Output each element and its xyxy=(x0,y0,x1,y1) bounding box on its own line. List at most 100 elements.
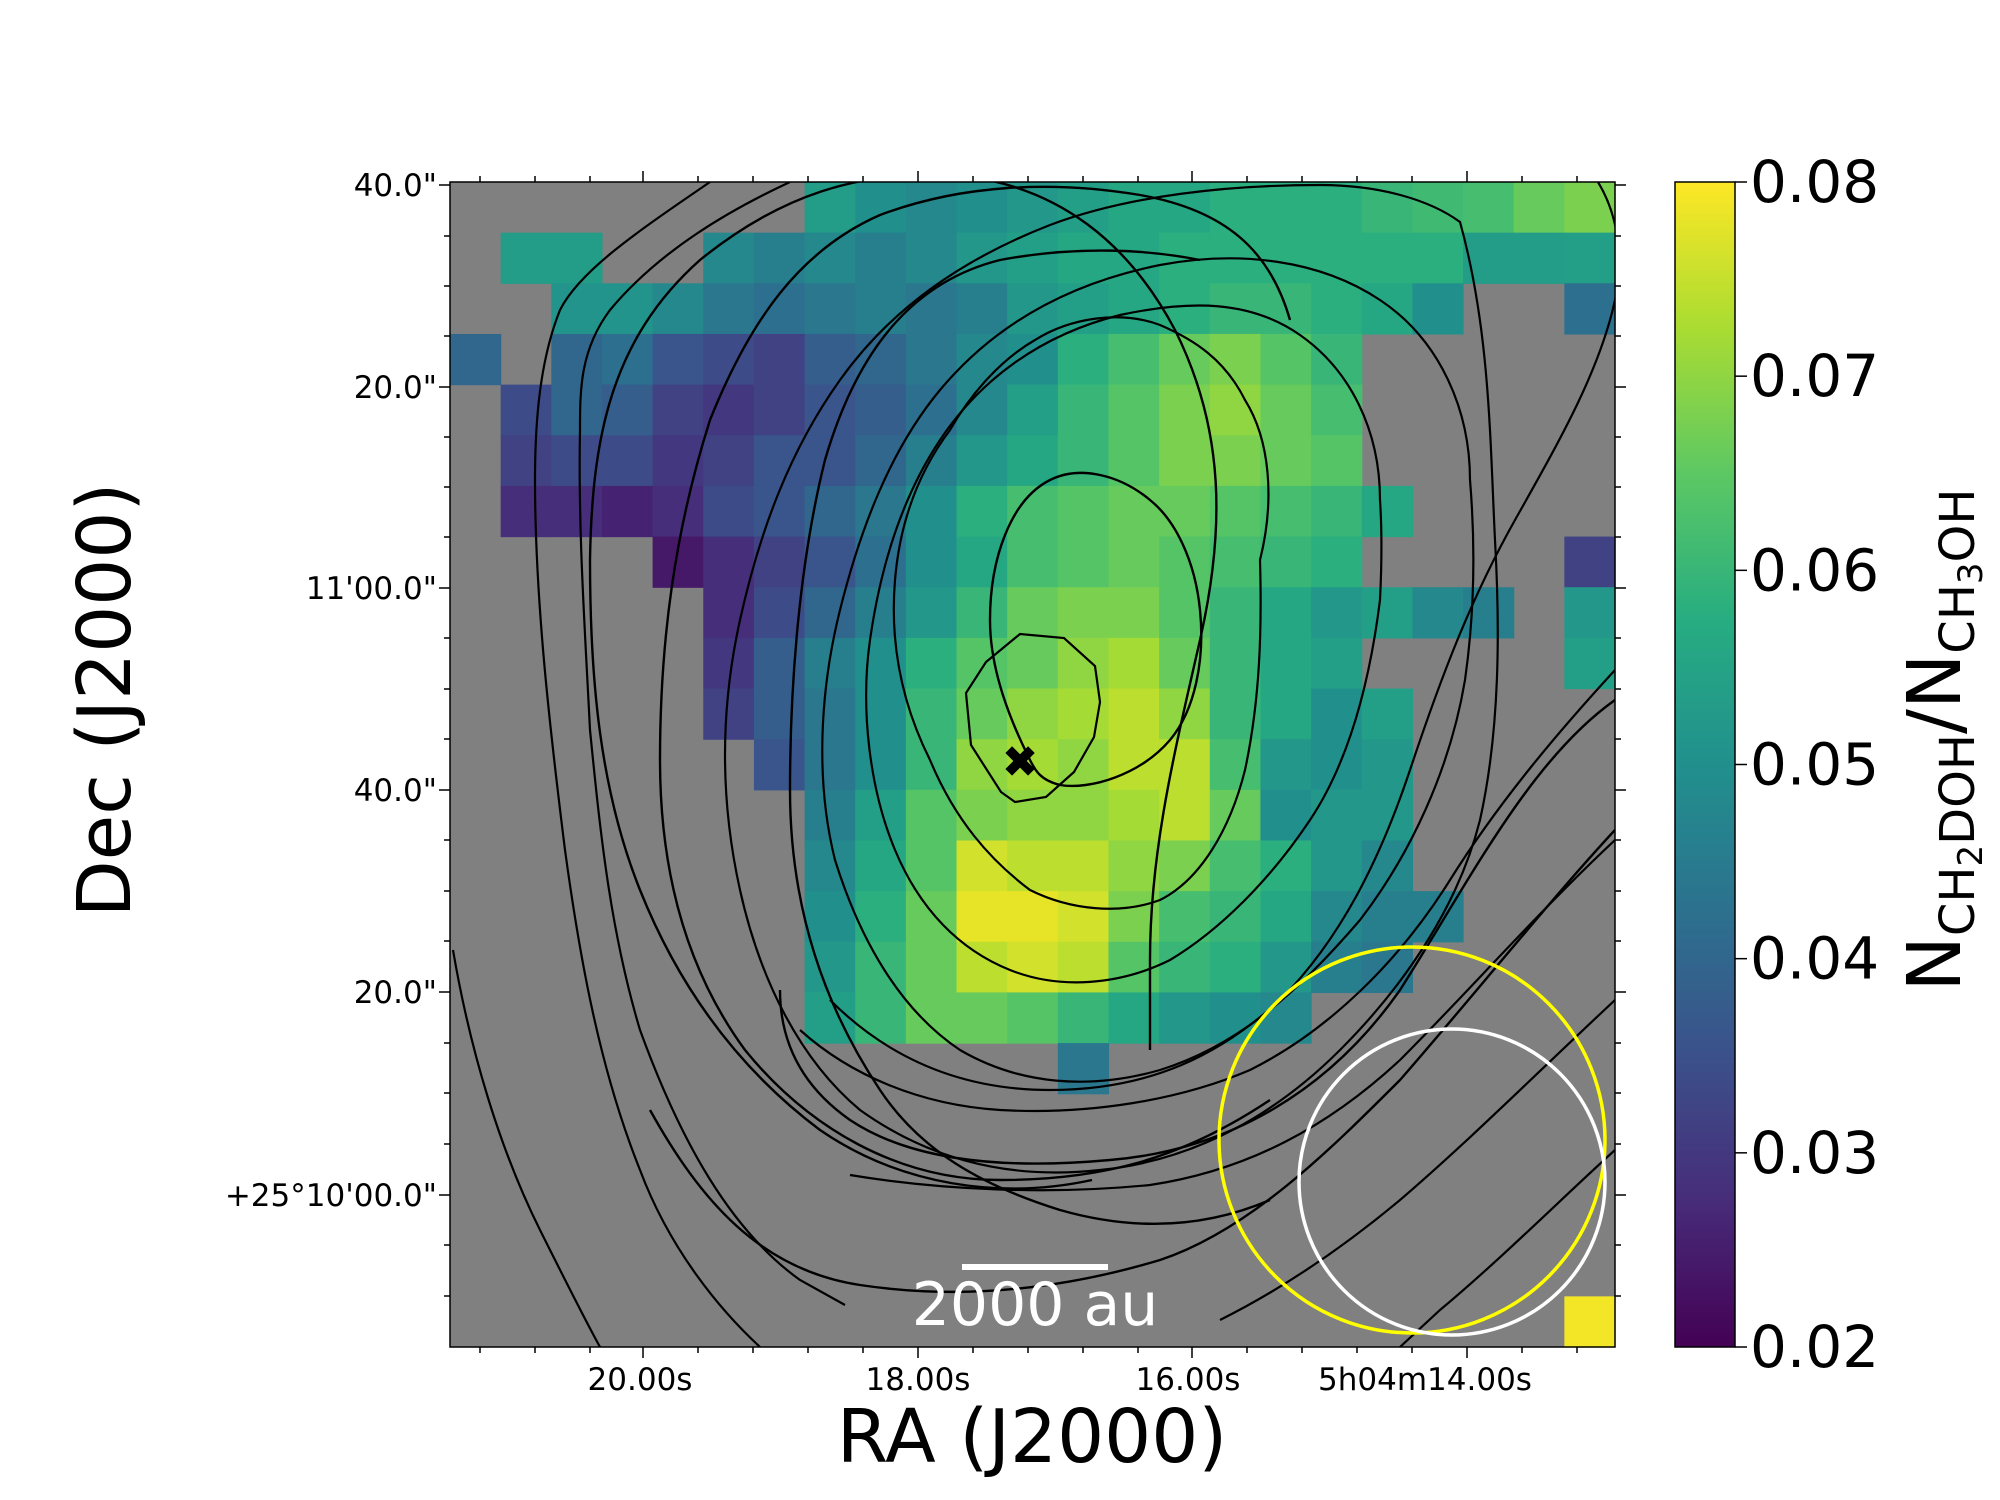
ratio-pixel xyxy=(703,384,755,436)
cb-title-sub: CH xyxy=(1930,584,1986,654)
y-axis-title: Dec (J2000) xyxy=(62,483,148,918)
ratio-pixel xyxy=(1412,587,1464,639)
y-tick-label: +25°10'00.0" xyxy=(225,1178,437,1214)
ratio-pixel xyxy=(1057,435,1110,487)
ratio-pixel xyxy=(1007,941,1059,994)
contour-inner-1 xyxy=(988,471,1203,788)
colorbar-tick-label: 0.08 xyxy=(1750,148,1879,216)
ratio-pixel xyxy=(753,688,806,740)
ratio-pixel xyxy=(753,637,806,690)
ratio-pixel xyxy=(1564,182,1616,234)
ratio-pixel xyxy=(601,333,654,386)
ratio-pixel xyxy=(956,992,1008,1044)
x-tick-label: 5h04m14.00s xyxy=(1318,1362,1532,1398)
contour-c3 xyxy=(865,304,1383,984)
ratio-pixel xyxy=(1311,688,1363,740)
ratio-pixel xyxy=(855,283,907,335)
ratio-pixel xyxy=(1159,435,1211,487)
ratio-pixel xyxy=(1108,992,1160,1044)
ratio-pixel xyxy=(753,333,806,386)
ratio-pixel xyxy=(956,587,1008,639)
ratio-pixel xyxy=(1108,739,1160,791)
ratio-pixel xyxy=(905,637,958,690)
ratio-pixel xyxy=(1260,789,1312,842)
ratio-pixel xyxy=(703,485,755,538)
ratio-pixel xyxy=(1564,587,1616,639)
x-axis: 20.00s 18.00s 16.00s 5h04m14.00s xyxy=(479,171,1578,1398)
plot-area: ✖ 2000 au xyxy=(449,181,1616,1348)
ratio-pixel xyxy=(1007,384,1059,436)
ratio-pixel xyxy=(1564,637,1616,690)
colorbar-ticks: 0.08 0.07 0.06 0.05 0.04 0.03 0.02 xyxy=(1735,148,1879,1381)
ratio-pixel xyxy=(601,435,654,487)
ratio-pixel xyxy=(804,283,856,335)
cb-title-sub: CH xyxy=(1930,866,1986,936)
ratio-pixel xyxy=(905,941,958,994)
contour-set xyxy=(451,182,1615,1347)
ratio-pixel xyxy=(1159,789,1211,842)
ratio-pixel xyxy=(905,840,958,892)
ratio-pixel xyxy=(1108,485,1160,538)
ratio-pixel xyxy=(1209,587,1262,639)
ratio-pixel xyxy=(905,891,958,943)
ratio-pixel xyxy=(804,485,856,538)
ratio-pixel xyxy=(956,435,1008,487)
ratio-pixel xyxy=(1311,333,1363,386)
ratio-pixel xyxy=(1209,485,1262,538)
ratio-pixel xyxy=(1159,283,1211,335)
ratio-pixel xyxy=(1159,384,1211,436)
x-tick-label: 16.00s xyxy=(1136,1362,1241,1398)
ratio-pixel xyxy=(450,333,502,386)
ratio-pixel xyxy=(1564,536,1616,588)
ratio-pixel xyxy=(1564,232,1616,284)
ratio-pixel xyxy=(1057,637,1110,690)
x-tick-label: 18.00s xyxy=(866,1362,971,1398)
ratio-pixel xyxy=(500,384,552,436)
cb-title-sub: DOH xyxy=(1930,734,1986,845)
colorbar-tick-label: 0.04 xyxy=(1750,925,1879,993)
ratio-pixel xyxy=(753,384,806,436)
ratio-pixel xyxy=(703,435,755,487)
contour-c7 xyxy=(533,182,761,1347)
ratio-pixel xyxy=(1412,232,1464,284)
ratio-pixel xyxy=(956,941,1008,994)
ratio-pixel xyxy=(551,283,603,335)
ratio-pixel xyxy=(1108,182,1160,234)
colorbar: 0.080.070.060.050.040.030.02 NCH2DOH/NCH… xyxy=(1674,148,1991,1381)
ratio-pixel xyxy=(905,536,958,588)
ratio-pixel xyxy=(1057,587,1110,639)
ratio-pixel xyxy=(1159,891,1211,943)
y-tick-label: 11'00.0" xyxy=(306,571,437,607)
ratio-pixel xyxy=(956,384,1008,436)
ratio-pixel xyxy=(905,435,958,487)
ratio-pixel xyxy=(1311,384,1363,436)
ratio-pixel xyxy=(753,485,806,538)
ratio-pixel xyxy=(1108,789,1160,842)
ratio-pixel xyxy=(652,485,704,538)
ratio-pixel xyxy=(1209,739,1262,791)
ratio-pixel xyxy=(1209,891,1262,943)
colorbar-tick-label: 0.05 xyxy=(1750,731,1879,799)
ratio-pixel xyxy=(1260,587,1312,639)
ratio-pixel xyxy=(551,232,603,284)
ratio-pixel xyxy=(1260,992,1312,1044)
ratio-pixel xyxy=(1007,587,1059,639)
ratio-pixel xyxy=(1311,789,1363,842)
contour-level-3 xyxy=(788,249,1271,1226)
ratio-pixel xyxy=(1007,283,1059,335)
ratio-pixel xyxy=(1260,536,1312,588)
ratio-pixel xyxy=(1108,435,1160,487)
ratio-pixel xyxy=(804,688,856,740)
ratio-pixel xyxy=(1361,283,1413,335)
contour-c9 xyxy=(829,182,1615,1092)
ratio-pixel xyxy=(1108,536,1160,588)
contour-c4 xyxy=(821,257,1475,1083)
ratio-pixel xyxy=(1007,840,1059,892)
contour-c10 xyxy=(799,669,1615,1113)
ratio-pixel xyxy=(1260,941,1312,994)
ratio-pixel xyxy=(1108,688,1160,740)
ratio-pixel xyxy=(1209,435,1262,487)
ratio-pixel xyxy=(956,840,1008,892)
ratio-pixel xyxy=(753,283,806,335)
ratio-pixel xyxy=(905,688,958,740)
